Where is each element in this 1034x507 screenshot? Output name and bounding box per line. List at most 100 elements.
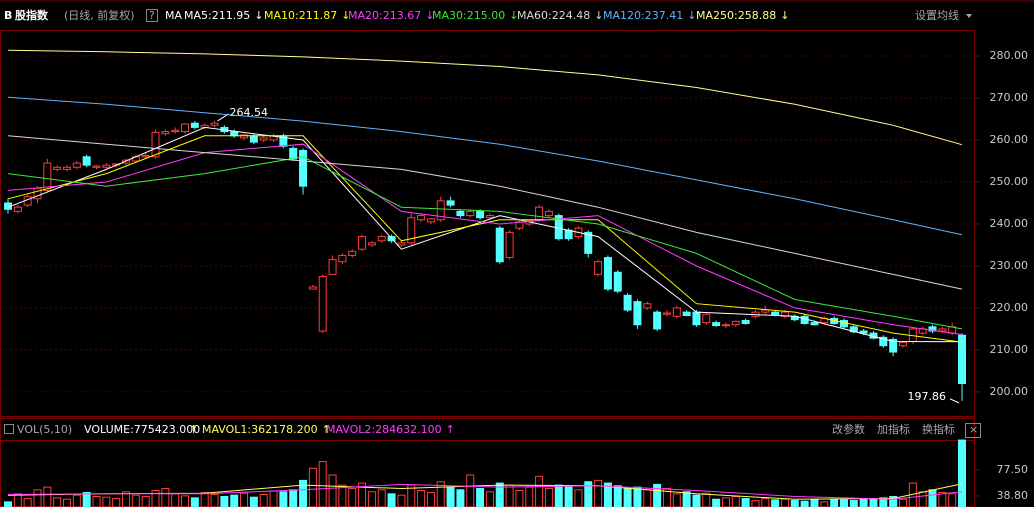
candle-body: [82, 156, 91, 166]
volume-bar: [869, 498, 878, 507]
ma-legend-arrow: ↓: [594, 9, 603, 22]
y-tick-label: 220.00: [990, 301, 1029, 314]
ma-legend-arrow: ↓: [509, 9, 518, 22]
candle-body: [839, 320, 848, 328]
candle-body: [417, 215, 426, 221]
ma-legend: MA20:213.67: [348, 9, 421, 22]
toolbar-button[interactable]: 改参数: [832, 422, 865, 436]
volume-bar: [712, 498, 721, 507]
volume-bar: [426, 491, 435, 507]
badge: B: [4, 9, 12, 22]
ma-legend: MA60:224.48: [517, 9, 590, 22]
candle-body: [210, 122, 219, 126]
candle-body: [397, 242, 406, 246]
low-pointer: [949, 398, 960, 404]
volume-bar: [397, 494, 406, 507]
ma-line: [7, 126, 963, 343]
volume-bar: [525, 486, 534, 507]
ma-legend-arrow: ↓: [687, 9, 696, 22]
ma-legend: MA120:237.41: [603, 9, 683, 22]
candle-body: [161, 131, 170, 135]
volume-bar: [181, 495, 190, 507]
close-box[interactable]: [965, 423, 981, 438]
candle-body: [771, 311, 780, 316]
volume-bar: [328, 474, 337, 507]
y-tick-label: 38.80: [997, 489, 1029, 502]
volume-bar: [210, 494, 219, 507]
candle-body: [63, 166, 72, 170]
vol-ma-legend: MAVOL1:362178.200: [202, 423, 318, 436]
candle-body: [682, 311, 691, 316]
volume-bar: [535, 475, 544, 507]
volume-bar: [958, 439, 966, 507]
volume-bar: [485, 491, 494, 507]
ma-legend-arrow: ↓: [341, 9, 350, 22]
candle-body: [535, 206, 544, 221]
candle-body: [308, 286, 317, 290]
volume-bar: [102, 496, 111, 507]
volume-bar: [731, 496, 740, 507]
volume-bar: [741, 498, 750, 507]
volume-bar: [200, 491, 209, 507]
volume-bar: [466, 474, 475, 507]
candle-body: [436, 200, 445, 221]
y-tick-label: 270.00: [990, 91, 1029, 104]
y-tick-label: 77.50: [997, 463, 1029, 476]
volume-bar: [574, 489, 583, 507]
candle-body: [584, 231, 593, 254]
candle-body: [485, 215, 494, 219]
volume-bar: [594, 479, 603, 507]
candle-body: [43, 162, 52, 191]
collapse-box[interactable]: [4, 424, 14, 434]
volume-bar: [161, 487, 170, 507]
candle-body: [544, 210, 553, 217]
ma-legend-arrow: ↓: [425, 9, 434, 22]
volume-bar: [938, 491, 947, 507]
toolbar-button[interactable]: 换指标: [922, 422, 955, 436]
volume-bar: [33, 489, 42, 507]
volume-bar: [800, 500, 809, 507]
volume-bar: [564, 486, 573, 507]
high-pointer: [217, 113, 229, 122]
help[interactable]: ?: [149, 9, 155, 22]
dropdown-icon[interactable]: [966, 14, 972, 18]
candle-body: [299, 149, 308, 187]
candle-body: [456, 210, 465, 217]
candle-body: [259, 137, 268, 141]
y-tick-label: 280.00: [990, 49, 1029, 62]
volume-bar: [790, 500, 799, 507]
help-box[interactable]: [146, 9, 158, 22]
volume-bar: [4, 501, 12, 507]
ma-line: [7, 135, 963, 290]
volume-bar: [898, 498, 907, 507]
volume-bar: [63, 498, 72, 507]
ma-legend-arrow: ↓: [254, 9, 263, 22]
candle-body: [702, 313, 711, 324]
volume-bar: [249, 496, 258, 507]
volume-bar: [820, 501, 829, 507]
volume-bar: [53, 497, 62, 507]
candle-body: [721, 324, 730, 327]
candle-body: [377, 236, 386, 242]
candle-body: [358, 236, 367, 250]
legend-arrow: ↑: [189, 423, 198, 436]
volume-bar: [318, 461, 327, 507]
candle-body: [692, 311, 701, 326]
candle-body: [328, 259, 337, 275]
volume-bar: [771, 499, 780, 507]
settings-button[interactable]: 设置均线: [915, 8, 959, 22]
candle-body: [240, 134, 249, 139]
toolbar-button[interactable]: 加指标: [877, 422, 910, 436]
volume-bar: [43, 486, 52, 507]
volume-bar: [436, 481, 445, 507]
volume-bar: [72, 494, 81, 507]
candle-body: [643, 303, 652, 309]
candle-body: [348, 250, 357, 256]
candle-body: [318, 275, 327, 332]
volume-bar: [633, 486, 642, 507]
volume-bar: [377, 489, 386, 507]
toolbar-button[interactable]: ×: [969, 423, 978, 436]
ma-line: [7, 156, 963, 330]
candle-body: [13, 206, 22, 212]
